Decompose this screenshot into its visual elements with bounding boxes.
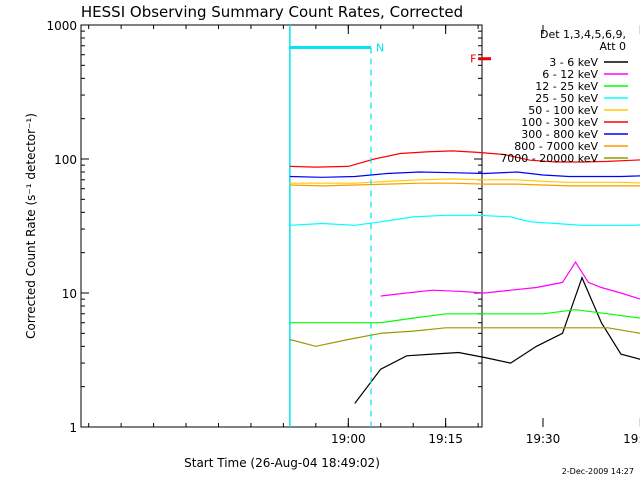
annotation-label-0: N bbox=[376, 41, 384, 54]
legend-label: 100 - 300 keV bbox=[521, 116, 598, 129]
series-line-8 bbox=[289, 327, 640, 347]
chart-title: HESSI Observing Summary Count Rates, Cor… bbox=[81, 3, 463, 21]
y-tick-label: 100 bbox=[54, 153, 77, 167]
legend-label: 7000 - 20000 keV bbox=[500, 152, 598, 165]
legend-header: Att 0 bbox=[600, 40, 626, 53]
x-axis-label: Start Time (26-Aug-04 18:49:02) bbox=[184, 456, 380, 470]
observing-markers bbox=[289, 25, 291, 427]
series-line-5 bbox=[289, 150, 640, 168]
series-line-3 bbox=[289, 214, 640, 226]
legend-label: 800 - 7000 keV bbox=[514, 140, 598, 153]
y-tick-label: 1000 bbox=[46, 19, 77, 33]
footer-date: 2-Dec-2009 14:27 bbox=[562, 467, 634, 476]
legend-label: 12 - 25 keV bbox=[535, 80, 598, 93]
x-tick-label: 19:30 bbox=[526, 432, 561, 446]
series-line-7 bbox=[289, 182, 640, 187]
plot-frame bbox=[80, 24, 483, 428]
x-tick-label: 19:45 bbox=[623, 432, 640, 446]
legend-label: 300 - 800 keV bbox=[521, 128, 598, 141]
series-line-4 bbox=[289, 178, 640, 184]
series-line-2 bbox=[289, 309, 640, 324]
series-line-1 bbox=[380, 260, 640, 300]
legend-label: 25 - 50 keV bbox=[535, 92, 598, 105]
x-tick-label: 19:15 bbox=[428, 432, 463, 446]
y-axis-label: Corrected Count Rate (s⁻¹ detector⁻¹) bbox=[24, 113, 38, 339]
legend-label: 3 - 6 keV bbox=[549, 56, 598, 69]
y-tick-label: 1 bbox=[69, 421, 77, 435]
legend-label: 6 - 12 keV bbox=[542, 68, 598, 81]
annotation-label-1: F bbox=[470, 53, 476, 66]
legend-header: Det 1,3,4,5,6,9, bbox=[540, 28, 626, 41]
series-layer bbox=[289, 150, 640, 404]
legend-label: 50 - 100 keV bbox=[528, 104, 598, 117]
y-axis: 1 10 100 1000 bbox=[46, 19, 482, 435]
x-tick-label: 19:00 bbox=[331, 432, 366, 446]
series-line-6 bbox=[289, 171, 640, 178]
annotation-layer: NFS bbox=[289, 41, 492, 427]
series-line-0 bbox=[354, 276, 640, 404]
y-tick-label: 10 bbox=[62, 287, 77, 301]
